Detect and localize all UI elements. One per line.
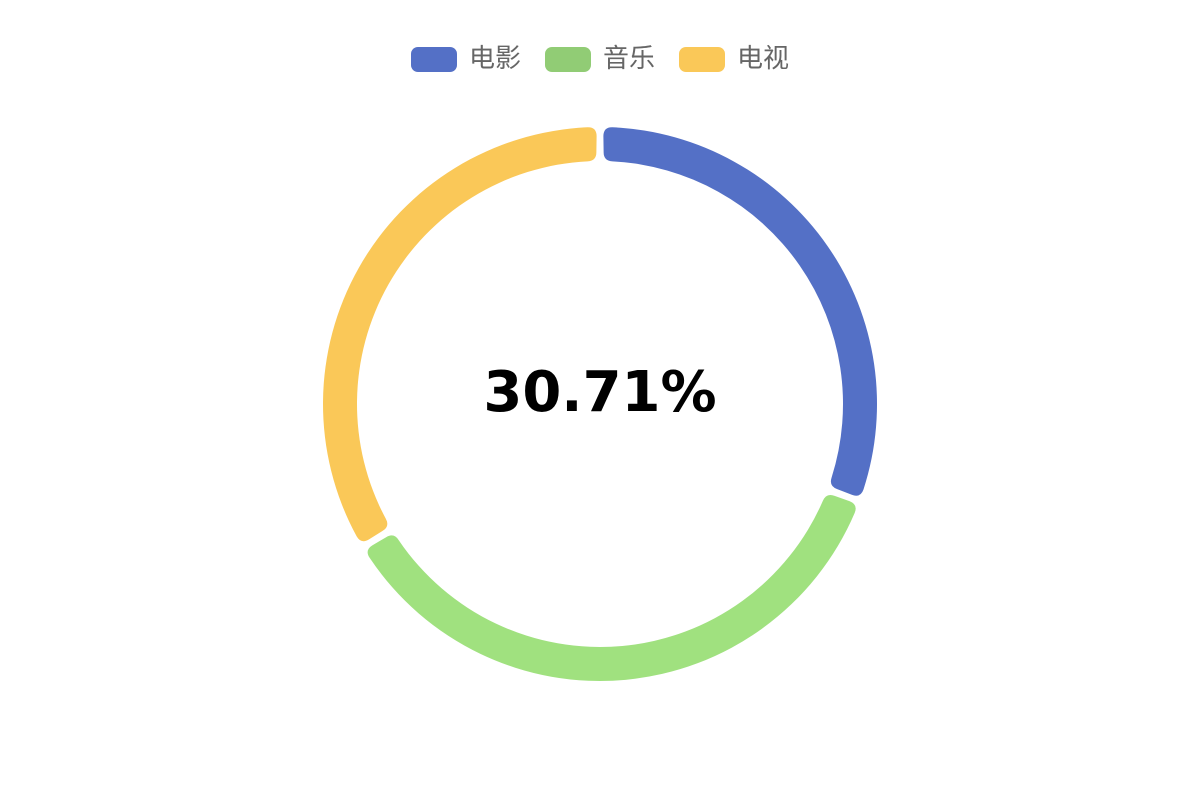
center-percentage-label: 30.71% <box>483 360 716 425</box>
legend-swatch-music <box>544 46 591 72</box>
legend-label-movie: 电影 <box>468 44 521 74</box>
legend-swatch-movie <box>410 46 457 72</box>
legend-label-tv: 电视 <box>737 44 790 74</box>
legend-item-tv[interactable]: 电视 <box>679 46 789 72</box>
donut-slice-music[interactable] <box>367 494 856 681</box>
donut-slices <box>323 127 878 681</box>
donut-slice-tv[interactable] <box>323 127 597 542</box>
legend-label-music: 音乐 <box>602 44 655 74</box>
legend-item-music[interactable]: 音乐 <box>544 44 655 74</box>
legend: 电影 音乐 电视 <box>0 46 1200 72</box>
legend-item-movie[interactable]: 电影 <box>410 44 521 74</box>
donut-slice-movie[interactable] <box>603 127 878 496</box>
legend-swatch-tv <box>679 46 725 72</box>
